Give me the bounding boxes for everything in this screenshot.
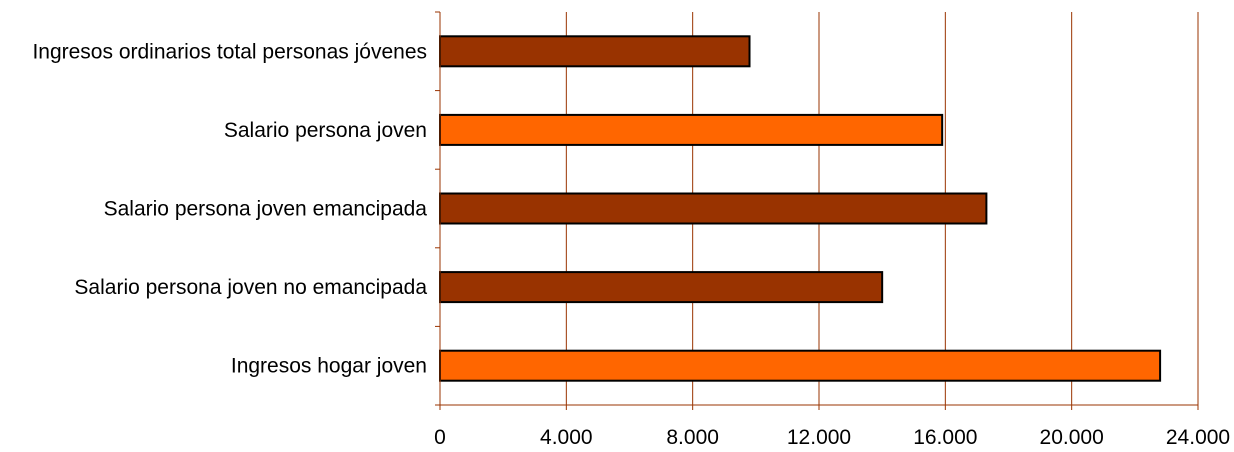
bar — [439, 271, 884, 304]
x-tick-label: 12.000 — [787, 426, 851, 449]
bar — [439, 192, 988, 225]
axes — [435, 11, 1199, 410]
category-label: Salario persona joven no emancipada — [74, 276, 427, 299]
bar — [439, 349, 1162, 382]
category-label: Ingresos hogar joven — [231, 355, 427, 378]
x-tick-label: 16.000 — [913, 426, 977, 449]
category-label: Salario persona joven emancipada — [104, 198, 428, 221]
category-label: Ingresos ordinarios total personas jóven… — [32, 40, 427, 63]
category-label: Salario persona joven — [224, 119, 427, 142]
tick-labels: 0 4.000 8.000 12.000 16.000 20.000 24.000 — [434, 426, 1230, 449]
bars — [439, 35, 1162, 382]
category-labels: Ingresos ordinarios total personas jóven… — [32, 40, 427, 377]
x-tick-label: 8.000 — [666, 426, 719, 449]
x-tick-label: 0 — [434, 426, 446, 449]
bar — [439, 113, 944, 146]
x-tick-label: 24.000 — [1166, 426, 1230, 449]
x-tick-label: 4.000 — [540, 426, 593, 449]
x-tick-label: 20.000 — [1040, 426, 1104, 449]
bar — [439, 35, 751, 68]
